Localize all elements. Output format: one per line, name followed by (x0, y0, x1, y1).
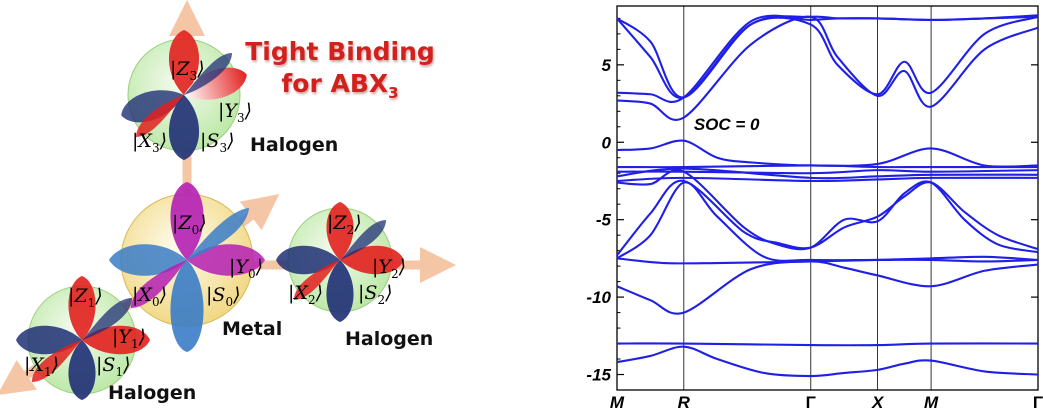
ket-s3: |S3⟩ (200, 130, 235, 155)
band-line (616, 342, 1039, 347)
lobe-z-up (170, 182, 204, 260)
band-line (616, 15, 1039, 99)
y-tick-label: -10 (586, 288, 611, 307)
ket-s2: |S2⟩ (358, 282, 393, 307)
x-tick-label: M (610, 393, 625, 408)
lobe-z-up (326, 202, 354, 260)
band-line (616, 345, 1039, 378)
band-line (616, 260, 1039, 315)
y-tick-label: -15 (586, 366, 611, 385)
band-line (616, 255, 1039, 265)
label-halogen-bottom: Halogen (108, 382, 197, 404)
band-line (616, 139, 1039, 168)
y-tick-label: 0 (602, 133, 612, 152)
ket-y3: |Y3⟩ (218, 100, 253, 125)
lobe-y-left (276, 245, 340, 275)
lobe-y-left (109, 244, 187, 276)
band-line (616, 167, 1039, 180)
label-halogen-top: Halogen (250, 134, 339, 156)
ket-z2: |Z2⟩ (327, 212, 362, 237)
band-line (616, 181, 1039, 263)
lobe-x-front (131, 260, 187, 308)
plot-area: 50-5-10-15MRΓXMΓEnergy (eV)SOC = 0 (586, 5, 1043, 408)
lobe-x-front (294, 260, 340, 300)
band-line (616, 14, 1039, 103)
band-line (616, 176, 1039, 183)
orbital-schematic (0, 0, 456, 400)
lobe-z-up (68, 276, 96, 340)
halogen-top-orbitals (121, 30, 247, 160)
band-line (616, 169, 1039, 254)
ket-y0: |Y0⟩ (229, 256, 264, 281)
halogen-bottom-orbitals (16, 276, 150, 400)
ket-z1: |Z1⟩ (68, 285, 103, 310)
plot-frame (616, 5, 1039, 391)
lobe-z-down (326, 260, 354, 322)
lobe-x-back (340, 220, 386, 260)
ket-y1: |Y1⟩ (112, 326, 147, 351)
title-line-1: Tight Binding (245, 37, 435, 66)
lobe-x-back (187, 208, 249, 260)
band-line (616, 14, 1039, 99)
band-line (616, 15, 1039, 121)
ket-x0: |X0⟩ (132, 284, 167, 309)
lobe-x-front (136, 95, 184, 137)
lobe-x-back (184, 53, 232, 95)
ket-s0: |S0⟩ (206, 284, 241, 309)
lobe-z-down (170, 260, 204, 352)
soc-annotation: SOC = 0 (694, 115, 760, 134)
diagram-title: Tight Binding for ABX3 (245, 36, 435, 109)
band-line (616, 179, 1039, 256)
halogen-right-orbitals (276, 202, 404, 322)
label-metal: Metal (222, 318, 283, 340)
label-halogen-right: Halogen (345, 328, 434, 350)
band-line (616, 164, 1039, 169)
lobe-z-down (68, 340, 96, 400)
x-tick-label: R (678, 393, 691, 408)
lobe-x-back (82, 298, 132, 340)
lobe-y-right (187, 244, 265, 276)
lobe-z-down (168, 95, 200, 160)
ket-x2: |X2⟩ (288, 282, 323, 307)
band-structure-chart: 50-5-10-15MRΓXMΓEnergy (eV)SOC = 0 (586, 5, 1043, 408)
lobe-y-right (184, 67, 247, 100)
metal-orbitals (109, 182, 265, 352)
y-tick-label: -5 (596, 211, 612, 230)
lobe-y-right (340, 245, 404, 275)
x-tick-label: Γ (806, 393, 816, 408)
x-tick-label: Γ (1033, 393, 1043, 408)
ket-x3: |X3⟩ (132, 130, 167, 155)
ket-z3: |Z3⟩ (170, 58, 205, 83)
x-tick-label: X (871, 393, 885, 408)
lobe-z-up (168, 30, 200, 95)
ket-s1: |S1⟩ (96, 354, 131, 379)
ket-y2: |Y2⟩ (372, 256, 407, 281)
x-tick-label: M (924, 393, 939, 408)
lobe-y-left (121, 90, 184, 123)
ket-x1: |X1⟩ (24, 354, 59, 379)
lobe-x-front (32, 340, 82, 382)
ket-z0: |Z0⟩ (172, 212, 207, 237)
y-tick-label: 5 (602, 56, 612, 75)
title-line-2: for ABX3 (281, 69, 399, 102)
